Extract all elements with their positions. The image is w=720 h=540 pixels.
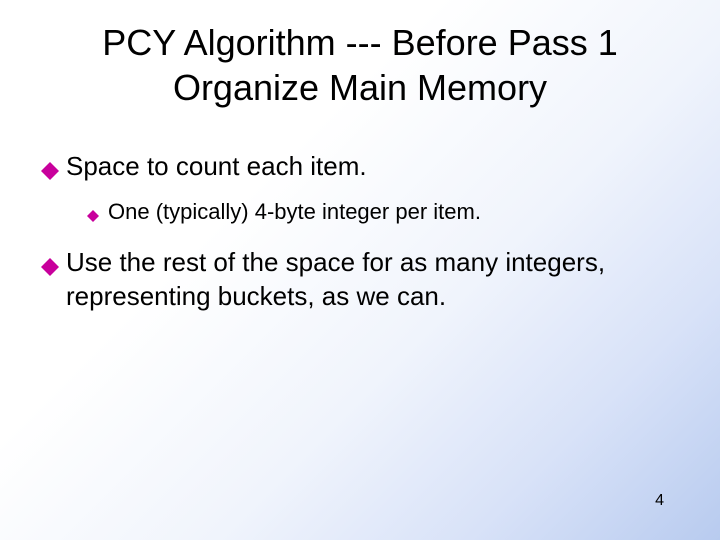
slide: PCY Algorithm --- Before Pass 1 Organize… <box>0 0 720 540</box>
title-line-2: Organize Main Memory <box>173 67 547 108</box>
bullet-sub-item-1: One (typically) 4-byte integer per item. <box>86 198 680 231</box>
bullet-text: Use the rest of the space for as many in… <box>66 246 680 314</box>
diamond-icon <box>40 156 60 190</box>
title-line-1: PCY Algorithm --- Before Pass 1 <box>102 22 618 63</box>
slide-title: PCY Algorithm --- Before Pass 1 Organize… <box>40 20 680 110</box>
diamond-small-icon <box>86 202 100 231</box>
bullet-item-2: Use the rest of the space for as many in… <box>40 246 680 314</box>
diamond-icon <box>40 252 60 286</box>
bullet-item-1: Space to count each item. <box>40 150 680 190</box>
page-number: 4 <box>655 492 664 510</box>
bullet-text: Space to count each item. <box>66 150 680 184</box>
bullet-sub-text: One (typically) 4-byte integer per item. <box>108 198 680 227</box>
